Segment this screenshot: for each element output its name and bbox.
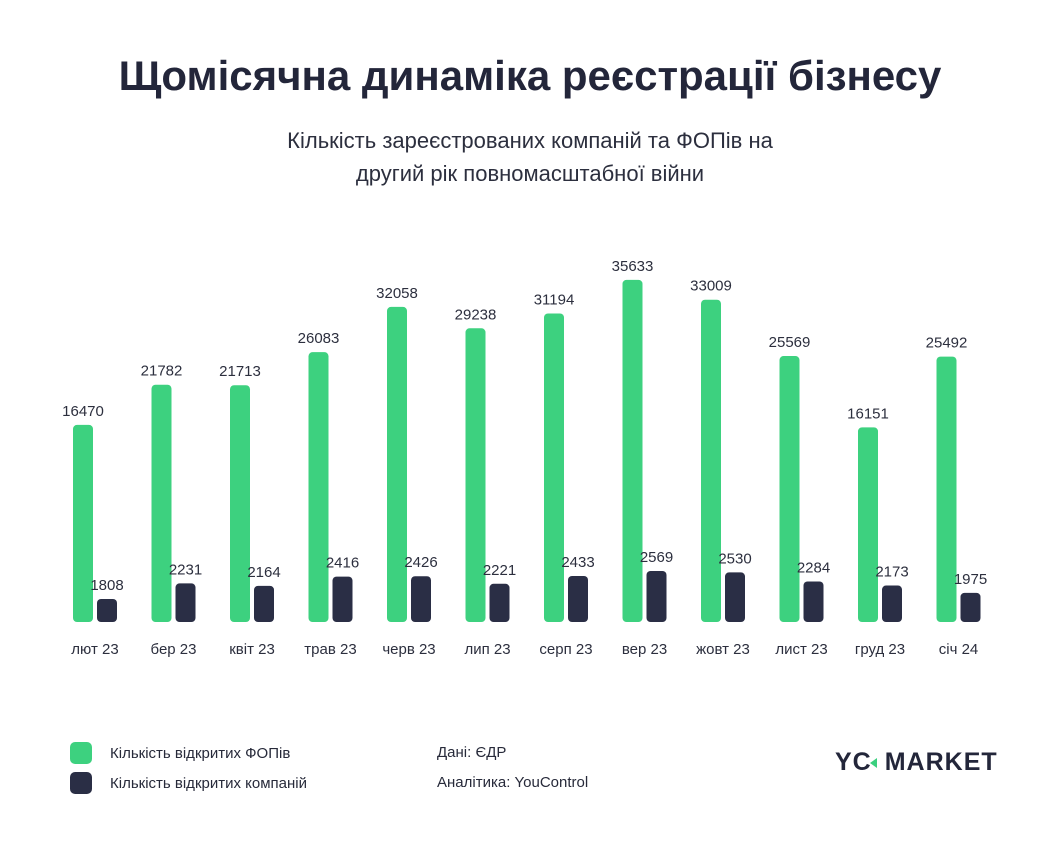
data-label: 16470 [62,403,104,420]
legend: Кількість відкритих ФОПів Кількість відк… [70,738,307,798]
data-label: 21782 [141,363,183,380]
bar-chart: 16470 1808 лют 23 21782 2231 бер 23 21713 2164 к… [62,258,987,658]
data-label: 31194 [534,291,575,308]
data-label: 16151 [847,405,889,422]
bar-fop [622,279,643,622]
bar-companies [882,585,902,622]
data-label: 25492 [926,335,968,352]
bar-fop [73,424,93,622]
bar-fop [230,385,250,622]
x-tick-label: лист 23 [775,641,827,658]
analytics-source: Аналітика: YouControl [437,774,589,791]
x-tick-label: жовт 23 [696,641,750,658]
bar-companies [254,585,274,622]
x-tick-label: вер 23 [622,641,667,658]
chart-subtitle: Кількість зареєстрованих компаній та ФОП… [0,124,1060,190]
bar-companies [568,575,588,622]
data-label: 2530 [718,550,751,567]
data-source: Дані: ЄДР [437,744,507,761]
bar-fop [387,306,407,622]
bar-companies [332,576,353,622]
bar-companies [960,592,981,622]
data-label: 32058 [376,285,418,302]
bar-fop [308,352,329,622]
subtitle-line-1: Кількість зареєстрованих компаній та ФОП… [287,128,773,153]
data-label: 25569 [769,334,811,351]
x-tick-label: квіт 23 [229,641,275,658]
legend-item-fop: Кількість відкритих ФОПів [70,738,307,768]
x-tick-label: бер 23 [151,641,197,658]
source-info: Дані: ЄДР Аналітика: YouControl [437,738,588,798]
bar-fop [701,299,721,622]
data-label: 29238 [455,306,497,323]
legend-item-companies: Кількість відкритих компаній [70,768,307,798]
bar-fop [151,384,172,622]
data-label: 21713 [219,363,261,380]
chart-title: Щомісячна динаміка реєстрації бізнесу [118,52,942,99]
data-label: 2569 [640,549,673,566]
subtitle-line-2: другий рік повномасштабної війни [355,161,705,186]
data-label: 26083 [298,330,340,347]
bar-fop [936,356,957,622]
data-label: 2164 [247,564,280,581]
bar-companies [725,572,745,622]
legend-swatch-dark [70,772,92,794]
bar-fop [465,328,486,622]
bar-companies [97,598,117,622]
x-tick-label: трав 23 [304,641,356,658]
data-label: 1808 [90,577,123,594]
data-label: 1975 [954,571,987,588]
data-label: 2221 [483,562,516,579]
bar-companies [175,583,196,622]
logo-text-left: YC [835,748,872,776]
bar-fop [858,427,878,622]
legend-label: Кількість відкритих ФОПів [110,744,291,762]
data-label: 2173 [875,564,908,581]
x-tick-label: черв 23 [382,641,435,658]
legend-label: Кількість відкритих компаній [110,774,307,792]
data-label: 35633 [612,258,654,275]
logo-text-right: MARKET [884,748,998,776]
data-label: 33009 [690,278,732,295]
x-tick-label: лип 23 [464,641,510,658]
bar-companies [803,581,824,622]
bar-companies [411,576,431,622]
x-tick-label: серп 23 [539,641,592,658]
data-label: 2416 [326,555,359,572]
bar-fop [544,313,564,622]
x-tick-label: січ 24 [939,641,979,658]
logo-mark-icon [869,757,877,768]
bar-companies [646,570,667,622]
bar-companies [489,583,510,622]
x-tick-label: лют 23 [71,641,118,658]
data-label: 2231 [169,561,202,578]
legend-swatch-green [70,742,92,764]
logo: YC MARKET [835,748,998,777]
bar-fop [779,356,800,622]
x-tick-label: груд 23 [855,641,905,658]
data-label: 2426 [404,554,437,571]
data-label: 2284 [797,559,830,576]
data-label: 2433 [561,554,594,571]
